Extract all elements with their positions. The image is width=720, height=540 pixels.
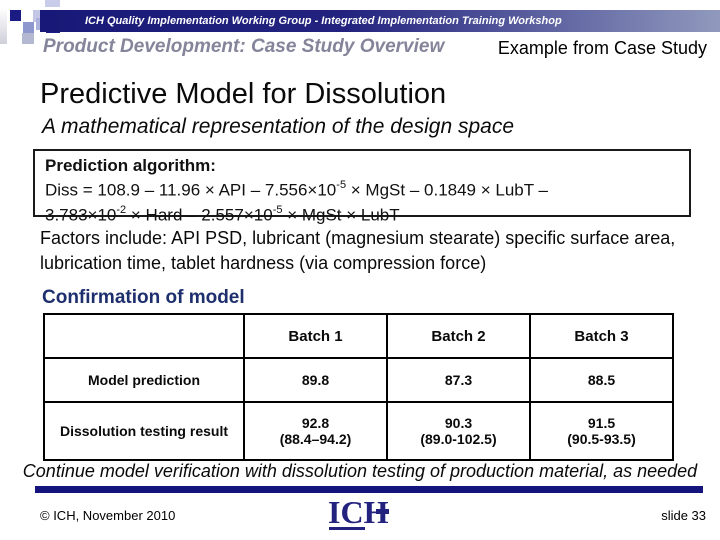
table-row-model-prediction: Model prediction 89.8 87.3 88.5 <box>43 357 674 403</box>
table-row-dissolution-result: Dissolution testing result 92.8 (88.4–94… <box>43 401 674 461</box>
row-label: Model prediction <box>43 357 245 403</box>
table-header-row: Batch 1 Batch 2 Batch 3 <box>43 313 674 359</box>
cell-range: (89.0-102.5) <box>420 431 497 447</box>
row-label: Dissolution testing result <box>43 401 245 461</box>
column-header-batch-2: Batch 2 <box>386 313 531 359</box>
workshop-banner-text: ICH Quality Implementation Working Group… <box>85 15 562 27</box>
cell-range: (88.4–94.2) <box>279 431 352 447</box>
formula-heading: Prediction algorithm: <box>45 156 216 175</box>
workshop-banner: ICH Quality Implementation Working Group… <box>40 10 720 32</box>
deco-square <box>23 22 34 33</box>
formula-line-2: 3.783×10-2 × Hard – 2.557×10-5 × MgSt × … <box>45 203 400 225</box>
logo-crossbar <box>376 509 389 514</box>
context-label: Example from Case Study <box>497 38 707 58</box>
copyright-text: © ICH, November 2010 <box>40 508 176 523</box>
ich-logo: ICH <box>328 495 392 535</box>
logo-underline <box>329 527 365 530</box>
column-header-batch-1: Batch 1 <box>243 313 388 359</box>
slide-number: slide 33 <box>661 508 706 523</box>
deco-square <box>10 10 21 21</box>
cell-value: 88.5 <box>529 357 674 403</box>
cell-range: (90.5-93.5) <box>567 431 636 447</box>
formula-box: Prediction algorithm: Diss = 108.9 – 11.… <box>33 149 691 224</box>
deco-gradient-strip <box>0 8 7 44</box>
column-header-empty <box>43 313 245 359</box>
exponent: -5 <box>272 203 283 216</box>
cell-value: 90.3 <box>444 415 473 431</box>
cell-value-with-range: 91.5 (90.5-93.5) <box>529 401 674 461</box>
factors-text: Factors include: API PSD, lubricant (mag… <box>40 228 676 273</box>
cell-value: 92.8 <box>301 415 330 431</box>
page-title: Predictive Model for Dissolution <box>40 78 447 110</box>
cell-value-with-range: 90.3 (89.0-102.5) <box>386 401 531 461</box>
page-subtitle: A mathematical representation of the des… <box>42 115 514 138</box>
deco-square <box>22 33 34 44</box>
confirmation-table: Batch 1 Batch 2 Batch 3 Model prediction… <box>43 313 674 461</box>
section-title: Product Development: Case Study Overview <box>43 36 445 57</box>
cell-value: 87.3 <box>386 357 531 403</box>
exponent: -5 <box>336 179 347 191</box>
footnote: Continue model verification with dissolu… <box>22 461 698 481</box>
cell-value-with-range: 92.8 (88.4–94.2) <box>243 401 388 461</box>
cell-value: 89.8 <box>243 357 388 403</box>
deco-square <box>45 0 60 7</box>
cell-value: 91.5 <box>587 415 616 431</box>
formula-line-1: Diss = 108.9 – 11.96 × API – 7.556×10-5 … <box>45 179 549 200</box>
footer-divider <box>35 486 703 493</box>
column-header-batch-3: Batch 3 <box>529 313 674 359</box>
exponent: -2 <box>116 203 127 216</box>
confirmation-heading: Confirmation of model <box>42 287 245 308</box>
